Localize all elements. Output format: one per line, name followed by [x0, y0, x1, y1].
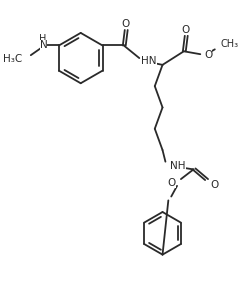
Text: O: O — [168, 178, 176, 188]
Text: O: O — [182, 25, 190, 35]
Text: O: O — [204, 50, 212, 60]
Text: CH₃: CH₃ — [221, 38, 239, 48]
Text: H₃C: H₃C — [3, 54, 22, 64]
Text: H: H — [39, 34, 46, 44]
Text: O: O — [122, 19, 130, 29]
Text: NH: NH — [170, 161, 186, 171]
Text: N: N — [39, 41, 47, 51]
Text: O: O — [210, 180, 218, 190]
Text: HN: HN — [141, 56, 157, 66]
